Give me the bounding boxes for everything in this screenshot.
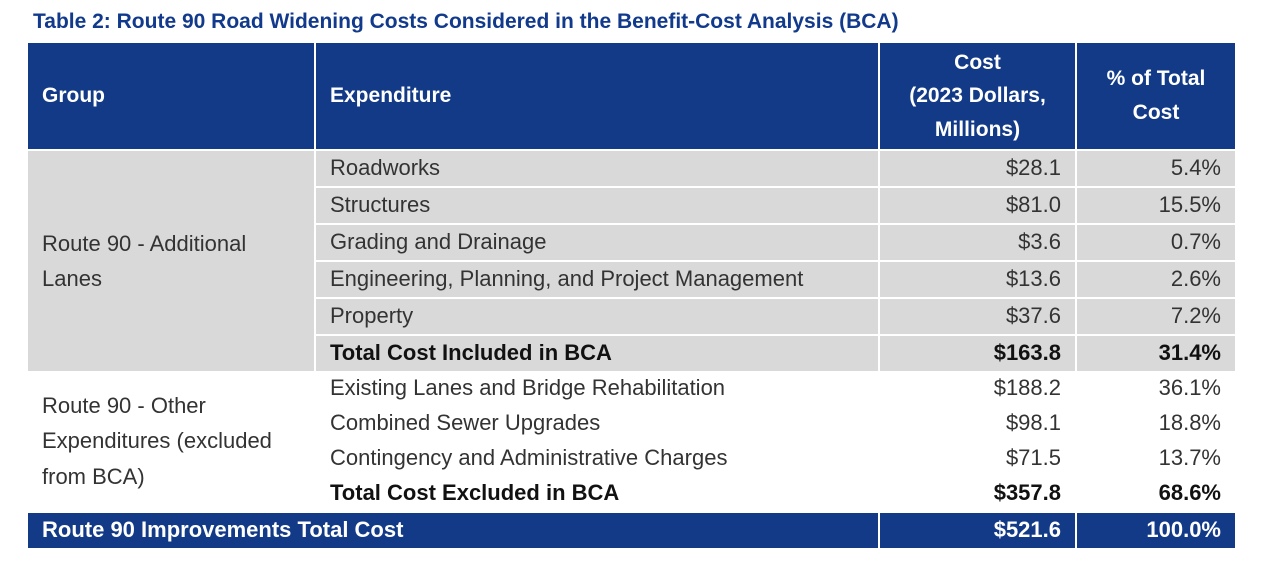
table-row: Grading and Drainage $3.6 0.7% [28,223,1235,261]
header-cost-line3: Millions) [934,117,1021,141]
pct-cell: 15.5% [1075,186,1235,224]
subtotal-row-included: Total Cost Included in BCA $163.8 31.4% [28,334,1235,371]
header-expenditure: Expenditure [315,43,880,150]
table-row: Property $37.6 7.2% [28,297,1235,335]
header-cost-line1: Cost [954,50,1001,74]
pct-cell: 31.4% [1075,334,1235,371]
header-pct-line2: Cost [1132,101,1180,124]
expenditure-cell: Contingency and Administrative Charges [314,441,879,476]
expenditure-cell: Combined Sewer Upgrades [314,406,879,441]
cost-cell: $37.6 [878,297,1076,335]
cost-cell: $81.0 [878,186,1076,224]
cost-table: Group Expenditure Cost (2023 Dollars, Mi… [28,43,1235,548]
header-pct: % of Total Cost [1076,43,1235,150]
table-title: Table 2: Route 90 Road Widening Costs Co… [33,10,899,33]
pct-cell: 0.7% [1075,223,1235,261]
header-cost-line2: (2023 Dollars, [909,84,1046,108]
pct-cell: 68.6% [1075,476,1235,512]
expenditure-cell: Existing Lanes and Bridge Rehabilitation [314,371,879,406]
cost-cell: $71.5 [878,441,1076,476]
table-row: Engineering, Planning, and Project Manag… [28,260,1235,298]
pct-cell: 36.1% [1075,371,1235,406]
expenditure-cell: Property [314,297,879,335]
subtotal-row-excluded: Total Cost Excluded in BCA $357.8 68.6% [28,476,1235,512]
header-cost: Cost (2023 Dollars, Millions) [879,43,1077,150]
grand-total-cost: $521.6 [878,511,1076,548]
cost-cell: $357.8 [878,476,1076,512]
cost-cell: $13.6 [878,260,1076,298]
expenditure-cell: Engineering, Planning, and Project Manag… [314,260,879,298]
expenditure-cell: Structures [314,186,879,224]
header-row: Group Expenditure Cost (2023 Dollars, Mi… [28,43,1235,150]
expenditure-cell: Grading and Drainage [314,223,879,261]
pct-cell: 18.8% [1075,406,1235,441]
expenditure-cell: Total Cost Included in BCA [314,334,879,371]
expenditure-cell: Roadworks [314,149,879,187]
group-cell-additional-lanes: Route 90 - Additional Lanes [28,149,315,371]
grand-total-pct: 100.0% [1075,511,1235,548]
grand-total-label: Route 90 Improvements Total Cost [28,511,879,548]
cost-cell: $98.1 [878,406,1076,441]
expenditure-cell: Total Cost Excluded in BCA [314,476,879,512]
table-row: Route 90 - Additional Lanes Roadworks $2… [28,149,1235,371]
group-cell-other-expenditures: Route 90 - Other Expenditures (excluded … [28,371,315,512]
table-row: Combined Sewer Upgrades $98.1 18.8% [28,406,1235,441]
pct-cell: 7.2% [1075,297,1235,335]
pct-cell: 5.4% [1075,149,1235,187]
pct-cell: 13.7% [1075,441,1235,476]
header-pct-line1: % of Total [1106,67,1206,91]
cost-cell: $28.1 [878,149,1076,187]
table-row: Structures $81.0 15.5% [28,186,1235,224]
table-row: Route 90 - Other Expenditures (excluded … [28,371,1235,512]
cost-cell: $163.8 [878,334,1076,371]
cost-cell: $3.6 [878,223,1076,261]
header-group: Group [28,43,316,150]
cost-cell: $188.2 [878,371,1076,406]
table-row: Contingency and Administrative Charges $… [28,441,1235,476]
grand-total-row: Route 90 Improvements Total Cost $521.6 … [28,511,1235,548]
pct-cell: 2.6% [1075,260,1235,298]
